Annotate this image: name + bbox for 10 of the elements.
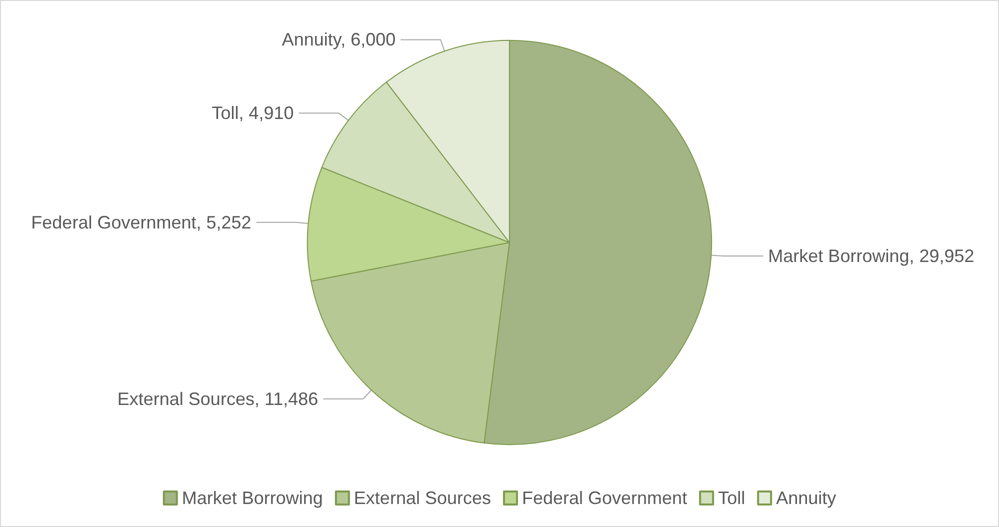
data-label: Toll, 4,910 [212,103,294,124]
data-label: Federal Government, 5,252 [31,212,252,232]
data-label: Market Borrowing, 29,952 [768,246,974,266]
legend-label: Annuity [776,488,836,508]
legend-label: Federal Government [522,488,688,508]
data-label: External Sources, 11,486 [117,388,318,409]
legend-label: External Sources [354,488,492,508]
legend-label: Toll [718,488,746,508]
legend-label: Market Borrowing [182,488,323,508]
data-label: Annuity, 6,000 [282,30,396,50]
